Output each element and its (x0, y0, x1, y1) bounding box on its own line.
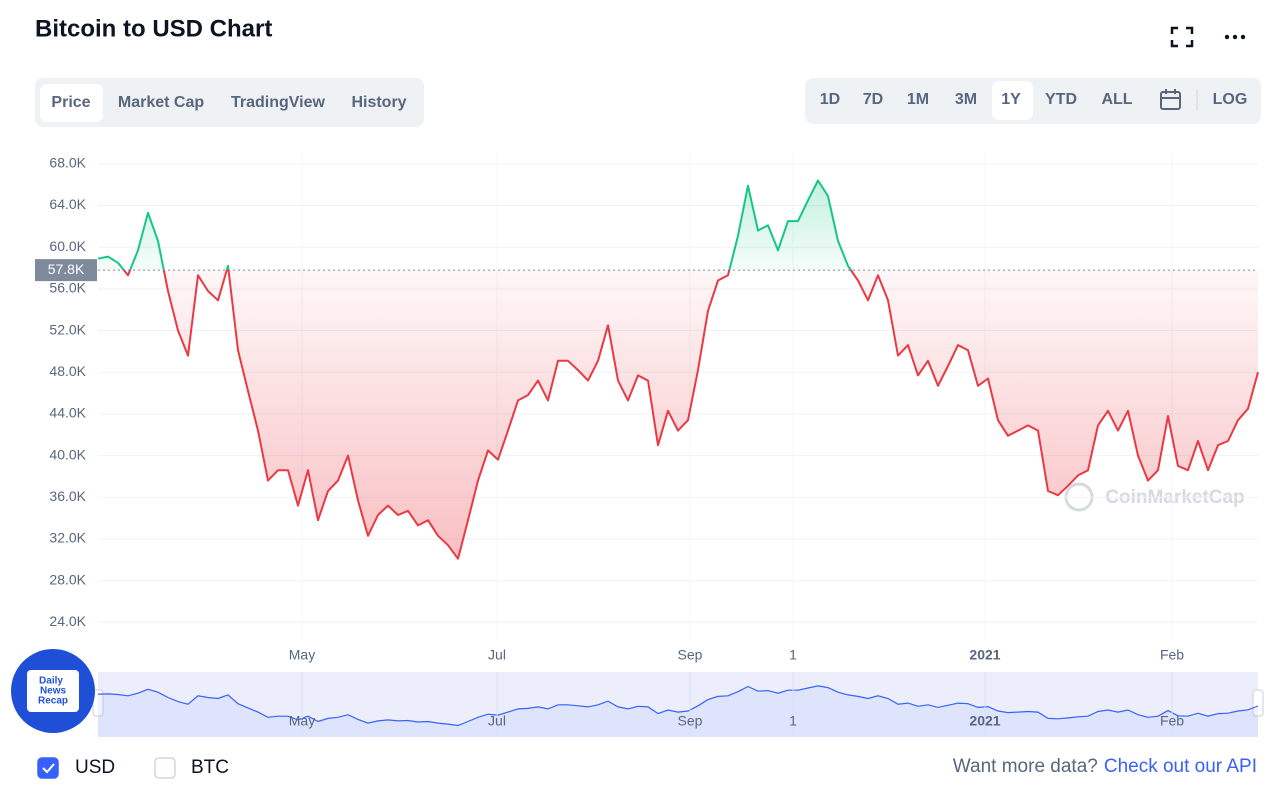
x-tick-label: Feb (1160, 647, 1184, 663)
reference-label: 57.8K (48, 261, 85, 277)
dot[interactable] (1240, 34, 1246, 40)
calendar-lines[interactable] (1161, 89, 1180, 99)
x-tick-label: Jul (488, 647, 506, 663)
range-button[interactable]: 1Y (1001, 91, 1021, 108)
active-tab-bg (40, 84, 103, 122)
y-tick-label: 32.0K (49, 530, 86, 546)
y-tick-label: 40.0K (49, 446, 86, 462)
more-menu[interactable] (1224, 34, 1246, 40)
y-tick-label: 44.0K (49, 405, 86, 421)
navigator-tick-label: May (289, 713, 315, 729)
tab[interactable]: Price (51, 94, 90, 111)
y-tick-label: 64.0K (49, 196, 86, 212)
tab[interactable]: History (351, 94, 406, 111)
y-tick-label: 36.0K (49, 488, 86, 504)
y-tick-label: 52.0K (49, 321, 86, 337)
navigator-area (98, 685, 1258, 737)
fullscreen-glyph[interactable] (1170, 26, 1194, 48)
navigator-line (97, 685, 1259, 727)
checkbox[interactable] (154, 757, 176, 779)
navigator-tick-label: Sep (678, 713, 703, 729)
x-tick-label: 1 (789, 647, 797, 663)
currency-label[interactable]: USD (75, 757, 115, 778)
y-tick-label: 24.0K (49, 613, 86, 629)
badge-text: Recap (38, 696, 68, 707)
y-tick-label: 56.0K (49, 280, 86, 296)
range-button[interactable]: 7D (863, 91, 883, 108)
area (98, 180, 1258, 559)
badge-card (27, 670, 79, 712)
calendar-icon[interactable] (1160, 89, 1181, 110)
log-button[interactable]: LOG (1213, 91, 1248, 108)
currency-label[interactable]: BTC (191, 757, 229, 778)
x-tick-label: May (289, 647, 315, 663)
range-button[interactable]: 3M (955, 91, 977, 108)
range-button[interactable]: 1D (820, 91, 840, 108)
navigator-bg (98, 672, 1258, 737)
tab[interactable]: Market Cap (118, 94, 204, 111)
dot[interactable] (1224, 34, 1230, 40)
navigator-tick-label: 2021 (969, 713, 1000, 729)
page-title: Bitcoin to USD Chart (35, 15, 272, 42)
badge: Daily News Recap (11, 649, 95, 733)
fullscreen-icon[interactable] (1170, 26, 1194, 48)
navigator-tick-label: 1 (789, 713, 797, 729)
range-button[interactable]: ALL (1101, 91, 1132, 108)
calendar-body[interactable] (1160, 91, 1181, 110)
badge-text: News (40, 686, 67, 697)
api-link[interactable]: Check out our API (1104, 756, 1257, 777)
price-line (97, 179, 1259, 560)
active-range-bg (992, 81, 1033, 120)
x-tick-label: Sep (678, 647, 703, 663)
tab[interactable]: TradingView (231, 94, 326, 111)
y-tick-label: 28.0K (49, 571, 86, 587)
navigator-tick-label: Feb (1160, 713, 1184, 729)
reference-label-bg (35, 259, 97, 282)
y-tick-label: 60.0K (49, 238, 86, 254)
dot[interactable] (1232, 34, 1238, 40)
checkmark[interactable] (42, 763, 55, 774)
navigator-handle[interactable] (1252, 689, 1264, 717)
y-tick-label: 68.0K (49, 155, 86, 171)
checkbox[interactable] (37, 757, 59, 779)
tab-group (35, 78, 424, 127)
x-tick-label: 2021 (969, 647, 1000, 663)
navigator-tick-label: Jul (488, 713, 506, 729)
range-button[interactable]: 1M (907, 91, 929, 108)
range-button[interactable]: YTD (1045, 91, 1077, 108)
api-prompt: Want more data? (953, 756, 1098, 777)
badge-text: Daily (39, 676, 63, 687)
y-tick-label: 48.0K (49, 363, 86, 379)
api-note: Want more data? Check out our API (953, 756, 1257, 777)
